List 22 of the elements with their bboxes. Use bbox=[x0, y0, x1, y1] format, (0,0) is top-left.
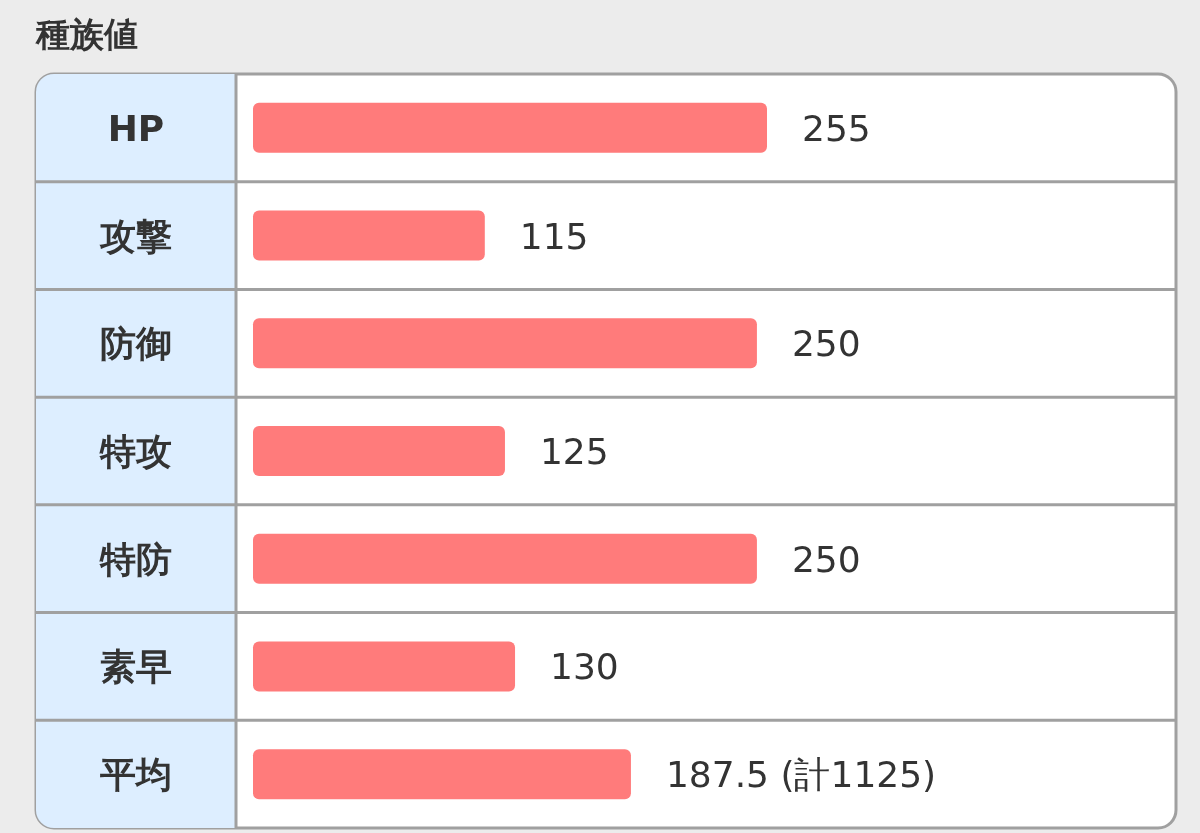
data-label: 250 bbox=[791, 538, 861, 580]
y-tick-label: HP bbox=[107, 107, 165, 149]
y-tick-label: 防御 bbox=[100, 323, 172, 365]
y-tick-label: 素早 bbox=[100, 646, 172, 688]
data-label: 187.5 (計1125) bbox=[665, 754, 937, 796]
bar bbox=[253, 749, 631, 800]
y-tick-label: 攻撃 bbox=[99, 215, 172, 257]
y-tick-label: 特攻 bbox=[99, 431, 172, 472]
bar bbox=[253, 102, 767, 153]
data-label: 125 bbox=[539, 431, 609, 472]
y-tick-label: 平均 bbox=[100, 754, 172, 796]
data-label: 250 bbox=[791, 323, 861, 365]
bar bbox=[253, 533, 757, 584]
data-label: 255 bbox=[802, 107, 871, 149]
bar bbox=[253, 641, 516, 692]
chart-title: 種族値 bbox=[35, 14, 138, 54]
bar bbox=[253, 318, 757, 369]
data-label: 115 bbox=[519, 215, 589, 257]
y-tick-label: 特防 bbox=[99, 538, 172, 580]
bar bbox=[253, 210, 485, 261]
bar bbox=[253, 426, 505, 476]
data-label: 130 bbox=[550, 646, 619, 688]
